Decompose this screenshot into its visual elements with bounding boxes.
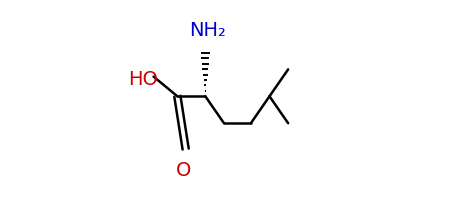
Text: HO: HO xyxy=(128,70,158,89)
Text: NH₂: NH₂ xyxy=(189,20,226,39)
Text: O: O xyxy=(176,160,192,179)
